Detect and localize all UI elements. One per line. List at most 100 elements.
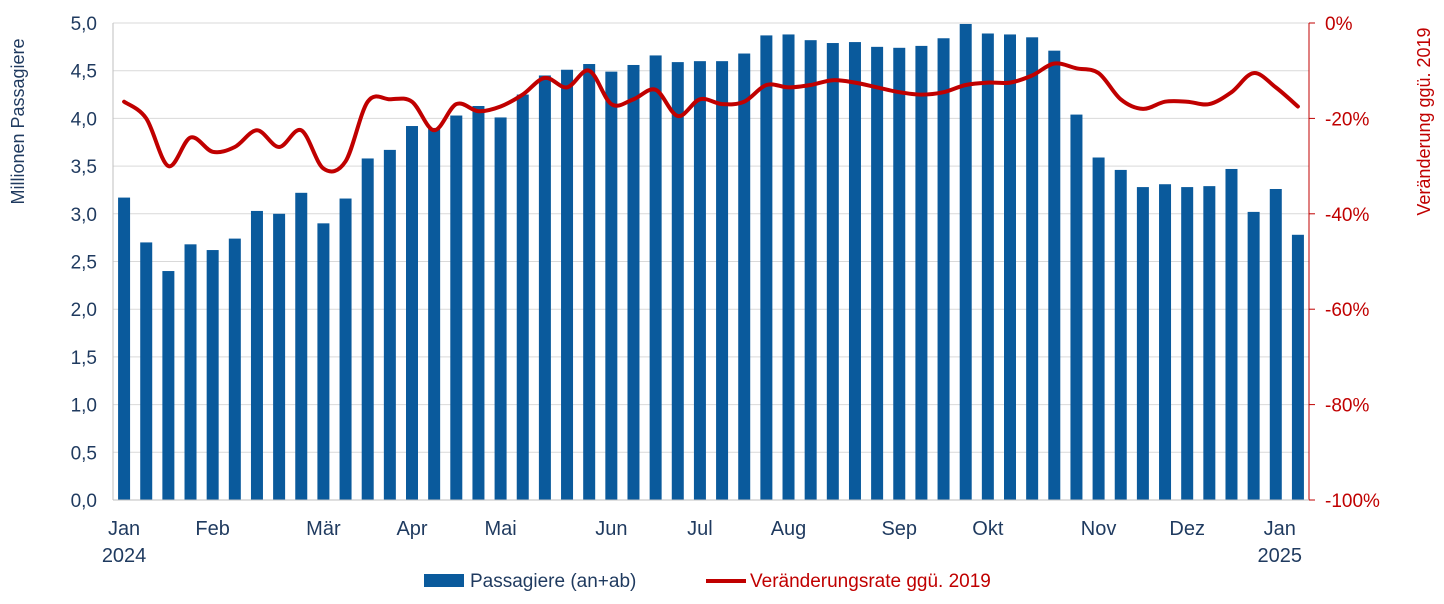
bar xyxy=(583,64,596,500)
left-tick-label: 1,5 xyxy=(71,348,97,369)
change-rate-line xyxy=(122,61,1300,174)
bar xyxy=(605,71,618,501)
x-tick-label: Mär xyxy=(306,518,341,540)
bar xyxy=(871,46,884,500)
left-tick-label: 3,0 xyxy=(71,205,97,226)
x-axis-ticks: Jan 2024 Feb Mär Apr Mai Jun Jul Aug Sep Okt Nov Dez… xyxy=(102,518,1302,567)
bar xyxy=(118,197,131,500)
left-axis-title: Millionen Passagiere xyxy=(8,38,28,204)
x-tick-label: Okt xyxy=(972,518,1004,540)
bar xyxy=(339,198,352,500)
bar xyxy=(228,238,241,500)
left-tick-label: 0,0 xyxy=(71,491,97,512)
bar xyxy=(760,35,773,500)
right-axis-title: Veränderung ggü. 2019 xyxy=(1414,27,1434,215)
bar xyxy=(250,210,263,501)
right-tick-label: -60% xyxy=(1325,300,1369,321)
bar xyxy=(937,38,950,500)
bar xyxy=(273,213,286,501)
left-axis-ticks: 0,0 0,5 1,0 1,5 2,0 2,5 3,0 3,5 4,0 4,5 5,0 xyxy=(71,14,97,512)
bar xyxy=(826,43,839,501)
x-tick-year: 2025 xyxy=(1258,545,1303,567)
bar xyxy=(782,34,795,501)
x-tick-label: Mai xyxy=(484,518,516,540)
bar xyxy=(1269,188,1282,500)
bar xyxy=(1004,34,1016,501)
x-tick-label: Jan xyxy=(108,518,140,540)
x-tick-label: Jun xyxy=(595,518,627,540)
bar xyxy=(361,158,374,500)
legend-bar-label: Passagiere (an+ab) xyxy=(470,571,636,592)
bar xyxy=(627,64,640,500)
bar xyxy=(649,55,662,500)
left-tick-label: 2,5 xyxy=(71,253,97,274)
bar xyxy=(1159,184,1172,500)
bar xyxy=(738,53,751,500)
bar xyxy=(981,33,994,501)
bar xyxy=(1070,114,1083,501)
bar xyxy=(959,23,972,500)
right-tick-label: -40% xyxy=(1325,205,1369,226)
bar xyxy=(716,61,729,500)
left-tick-label: 3,5 xyxy=(71,157,97,178)
bar xyxy=(162,271,175,500)
gridlines xyxy=(113,22,1309,501)
bar xyxy=(1026,37,1039,501)
bar-series xyxy=(118,23,1304,501)
x-tick-label: Aug xyxy=(771,518,807,540)
bar xyxy=(406,126,418,501)
left-tick-label: 1,0 xyxy=(71,396,97,417)
right-axis-ticks: -100% -80% -60% -40% -20% 0% xyxy=(1309,14,1380,512)
bar xyxy=(893,47,906,500)
line-series xyxy=(122,61,1300,174)
bar xyxy=(494,117,507,501)
left-tick-label: 4,5 xyxy=(71,62,97,83)
x-tick-label: Nov xyxy=(1081,518,1117,540)
x-tick-label: Jul xyxy=(687,518,713,540)
x-tick-label: Apr xyxy=(396,518,427,540)
x-tick-label: Jan xyxy=(1264,518,1296,540)
bar xyxy=(1203,186,1216,500)
bar xyxy=(184,244,197,500)
bar xyxy=(206,250,219,500)
left-tick-label: 2,0 xyxy=(71,300,97,321)
legend-bar-swatch xyxy=(424,574,464,587)
bar xyxy=(1247,211,1260,500)
bar xyxy=(1092,157,1105,500)
bar xyxy=(383,149,396,500)
bar xyxy=(1291,234,1304,500)
x-tick-year: 2024 xyxy=(102,545,147,567)
bar xyxy=(1136,187,1149,500)
legend: Passagiere (an+ab) Veränderungsrate ggü.… xyxy=(424,571,991,592)
right-tick-label: -80% xyxy=(1325,396,1369,417)
x-tick-label: Dez xyxy=(1169,518,1205,540)
bar xyxy=(693,61,706,500)
bar xyxy=(516,94,529,501)
bar xyxy=(561,69,574,500)
axes xyxy=(112,23,1310,501)
bar xyxy=(450,115,463,501)
legend-line-label: Veränderungsrate ggü. 2019 xyxy=(750,571,991,592)
right-tick-label: -20% xyxy=(1325,109,1369,130)
left-tick-label: 5,0 xyxy=(71,14,97,35)
bar xyxy=(538,75,551,500)
bar xyxy=(428,127,441,500)
x-tick-label: Feb xyxy=(195,518,229,540)
bar xyxy=(915,45,928,501)
bar xyxy=(1048,50,1061,500)
x-tick-label: Sep xyxy=(881,518,917,540)
bar xyxy=(1225,168,1238,500)
bar xyxy=(671,62,684,500)
left-tick-label: 0,5 xyxy=(71,443,97,464)
bar xyxy=(804,40,817,501)
bar xyxy=(317,223,330,500)
bar xyxy=(140,242,153,501)
bar xyxy=(848,42,861,500)
right-tick-label: -100% xyxy=(1325,491,1380,512)
bar xyxy=(1181,187,1194,500)
left-tick-label: 4,0 xyxy=(71,109,97,130)
right-tick-label: 0% xyxy=(1325,14,1353,35)
bar xyxy=(472,105,485,501)
